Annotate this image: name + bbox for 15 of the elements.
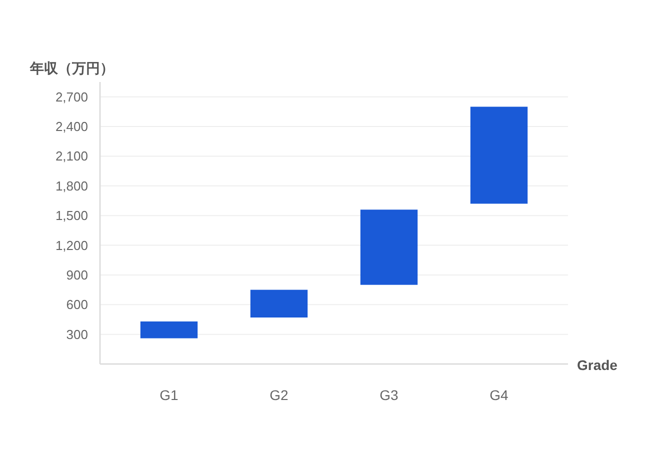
y-axis-title: 年収（万円） — [29, 60, 114, 76]
x-tick-label: G1 — [160, 387, 179, 403]
y-tick-label: 900 — [66, 267, 88, 282]
y-tick-label: 2,700 — [55, 89, 88, 104]
y-tick-label: 2,100 — [55, 148, 88, 164]
y-tick-label: 1,800 — [55, 178, 88, 194]
y-tick-label: 1,500 — [55, 208, 88, 224]
y-tick-label: 2,400 — [55, 119, 88, 134]
y-tick-label: 300 — [66, 326, 88, 342]
y-tick-label: 1,200 — [55, 238, 88, 253]
x-tick-label: G3 — [380, 387, 399, 403]
x-tick-label: G4 — [490, 387, 509, 403]
x-axis-title: Grade — [577, 357, 618, 373]
y-tick-label: 600 — [66, 297, 88, 312]
x-tick-label: G2 — [270, 387, 289, 403]
